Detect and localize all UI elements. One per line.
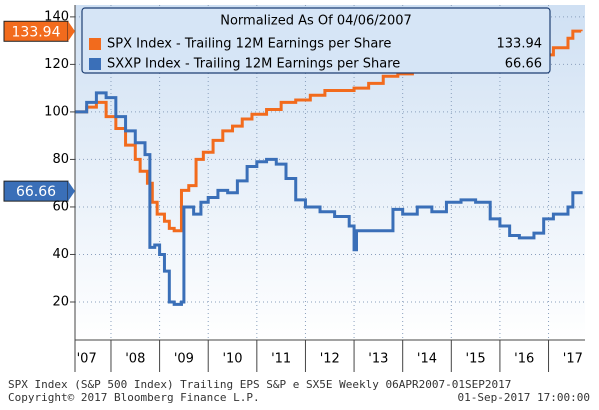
y-tick-label: 140 — [44, 9, 69, 24]
x-tick-label: '11 — [271, 352, 291, 367]
legend-title: Normalized As Of 04/06/2007 — [220, 14, 412, 29]
footer: 01-Sep-2017 17:00:00 — [458, 391, 590, 404]
legend-value: 133.94 — [497, 37, 543, 52]
series-line — [75, 91, 583, 306]
y-tick-label: 20 — [52, 294, 69, 309]
y-tick-label: 80 — [52, 152, 69, 167]
x-tick-label: '14 — [417, 352, 437, 367]
x-tick-label: '12 — [320, 352, 340, 367]
x-tick-label: '17 — [563, 352, 583, 367]
x-tick-label: '15 — [466, 352, 486, 367]
x-tick-label: '09 — [174, 352, 194, 367]
y-tick-label: 120 — [44, 57, 69, 72]
last-value-pointer — [68, 21, 75, 42]
y-tick-label: 100 — [44, 104, 69, 119]
legend — [81, 7, 551, 74]
last-value-label: 66.66 — [16, 184, 56, 200]
footer: Copyright© 2017 Bloomberg Finance L.P. — [8, 391, 260, 404]
x-tick-label: '10 — [222, 352, 242, 367]
y-tick-label: 40 — [52, 247, 69, 262]
x-tick-label: '07 — [77, 352, 97, 367]
legend-label: SPX Index - Trailing 12M Earnings per Sh… — [107, 37, 391, 52]
last-value-label: 133.94 — [12, 24, 61, 40]
legend-swatch — [89, 58, 101, 70]
x-tick-label: '08 — [125, 352, 145, 367]
legend-swatch — [89, 38, 101, 50]
y-tick-label: 60 — [52, 199, 69, 214]
footer: SPX Index (S&P 500 Index) Trailing EPS S… — [8, 378, 511, 391]
last-value-pointer — [68, 181, 75, 202]
legend-label: SXXP Index - Trailing 12M Earnings per S… — [107, 57, 400, 72]
x-tick-label: '16 — [514, 352, 534, 367]
x-tick-label: '13 — [368, 352, 388, 367]
legend-value: 66.66 — [505, 57, 542, 72]
